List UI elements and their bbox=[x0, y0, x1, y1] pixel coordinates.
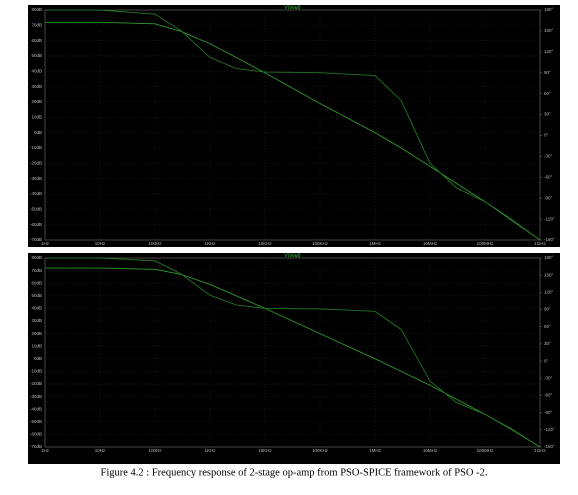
y-tick-label: 10dB bbox=[31, 115, 42, 120]
y2-tick-label: 180° bbox=[544, 7, 554, 12]
y-tick-label: 0dB bbox=[34, 130, 42, 135]
y-tick-label: -50dB bbox=[30, 207, 42, 212]
y-tick-label: -70dB bbox=[30, 444, 42, 449]
x-tick-label: 1KHz bbox=[204, 448, 216, 453]
y-tick-label: 20dB bbox=[31, 99, 42, 104]
plot-panel bbox=[28, 5, 560, 247]
y2-tick-label: -150° bbox=[544, 237, 555, 242]
plot-panel bbox=[28, 253, 560, 464]
y-tick-label: 60dB bbox=[31, 38, 42, 43]
x-tick-label: 100Hz bbox=[148, 241, 162, 246]
y2-tick-label: 30° bbox=[544, 341, 551, 346]
y-tick-label: 40dB bbox=[31, 69, 42, 74]
x-tick-label: 1MHz bbox=[369, 241, 382, 246]
caption: Figure 4.2 : Frequency response of 2-sta… bbox=[101, 467, 488, 478]
plot-frame bbox=[44, 9, 541, 241]
y-tick-label: 10dB bbox=[31, 343, 42, 348]
y2-tick-label: -60° bbox=[544, 174, 553, 179]
series-line bbox=[45, 267, 541, 448]
x-tick-label: 100MHz bbox=[477, 241, 495, 246]
y-tick-label: 60dB bbox=[31, 280, 42, 285]
y2-tick-label: -120° bbox=[544, 216, 555, 221]
series-line bbox=[45, 257, 541, 448]
y2-tick-label: -90° bbox=[544, 410, 553, 415]
y2-tick-label: -90° bbox=[544, 195, 553, 200]
x-tick-label: 1Hz bbox=[41, 241, 50, 246]
x-tick-label: 10KHz bbox=[258, 448, 272, 453]
y2-tick-label: 120° bbox=[544, 49, 554, 54]
y-tick-label: -40dB bbox=[30, 406, 42, 411]
y2-tick-label: 120° bbox=[544, 290, 554, 295]
plot-frame bbox=[44, 257, 541, 448]
chart-title: V(vout) bbox=[284, 253, 300, 259]
x-tick-label: 1KHz bbox=[204, 241, 216, 246]
y2-tick-label: -150° bbox=[544, 444, 555, 449]
y2-tick-label: 90° bbox=[544, 70, 551, 75]
y-tick-label: 50dB bbox=[31, 293, 42, 298]
x-tick-label: 10Hz bbox=[95, 448, 106, 453]
y-tick-label: -20dB bbox=[30, 381, 42, 386]
chart-title: V(vout) bbox=[284, 5, 300, 11]
y-tick-label: -30dB bbox=[30, 394, 42, 399]
x-tick-label: 1Hz bbox=[41, 448, 50, 453]
y-tick-label: -20dB bbox=[30, 161, 42, 166]
y-tick-label: 30dB bbox=[31, 84, 42, 89]
y-tick-label: 70dB bbox=[31, 268, 42, 273]
x-tick-label: 10KHz bbox=[258, 241, 272, 246]
y-tick-label: 30dB bbox=[31, 318, 42, 323]
x-tick-label: 100KHz bbox=[312, 448, 329, 453]
y2-tick-label: 30° bbox=[544, 112, 551, 117]
y2-tick-label: -120° bbox=[544, 427, 555, 432]
y2-tick-label: -30° bbox=[544, 154, 553, 159]
y2-tick-label: 150° bbox=[544, 272, 554, 277]
y-tick-label: -10dB bbox=[30, 145, 42, 150]
x-tick-label: 100MHz bbox=[477, 448, 495, 453]
y2-tick-label: 150° bbox=[544, 28, 554, 33]
y-tick-label: 80dB bbox=[31, 255, 42, 260]
x-tick-label: 10MHz bbox=[423, 448, 438, 453]
y2-tick-label: 60° bbox=[544, 91, 551, 96]
y-tick-label: 50dB bbox=[31, 53, 42, 58]
y-tick-label: 0dB bbox=[34, 356, 42, 361]
y2-tick-label: 90° bbox=[544, 307, 551, 312]
y-tick-label: 80dB bbox=[31, 7, 42, 12]
x-tick-label: 1GHz bbox=[534, 241, 546, 246]
x-tick-label: 10MHz bbox=[423, 241, 438, 246]
x-tick-label: 100KHz bbox=[312, 241, 329, 246]
y2-tick-label: 0° bbox=[544, 358, 549, 363]
y-tick-label: -40dB bbox=[30, 191, 42, 196]
y-tick-label: -70dB bbox=[30, 237, 42, 242]
y-tick-label: -60dB bbox=[30, 432, 42, 437]
y2-tick-label: 180° bbox=[544, 255, 554, 260]
x-tick-label: 100Hz bbox=[148, 448, 162, 453]
x-tick-label: 1GHz bbox=[534, 448, 546, 453]
x-tick-label: 1MHz bbox=[369, 448, 382, 453]
series-line bbox=[45, 21, 541, 241]
series-line bbox=[45, 9, 541, 241]
y-tick-label: 40dB bbox=[31, 306, 42, 311]
y-tick-label: -30dB bbox=[30, 176, 42, 181]
y2-tick-label: 60° bbox=[544, 324, 551, 329]
y-tick-label: 20dB bbox=[31, 331, 42, 336]
y-tick-label: 70dB bbox=[31, 23, 42, 28]
y-tick-label: -60dB bbox=[30, 222, 42, 227]
x-tick-label: 10Hz bbox=[95, 241, 106, 246]
y2-tick-label: 0° bbox=[544, 133, 549, 138]
y-tick-label: -10dB bbox=[30, 369, 42, 374]
y-tick-label: -50dB bbox=[30, 419, 42, 424]
y2-tick-label: -60° bbox=[544, 393, 553, 398]
y2-tick-label: -30° bbox=[544, 375, 553, 380]
